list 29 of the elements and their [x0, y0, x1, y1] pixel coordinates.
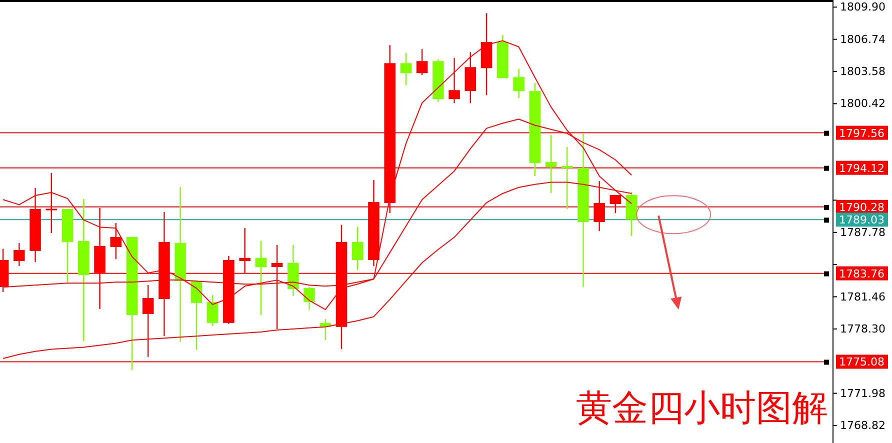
ref-line-label: 1790.28: [839, 200, 884, 214]
y-tick-label: 1778.30: [840, 322, 886, 336]
y-tick-label: 1768.82: [840, 419, 886, 432]
y-tick-label: 1781.46: [840, 290, 886, 304]
ref-line-label: 1783.76: [839, 267, 884, 280]
ref-line-label: 1789.03: [839, 214, 884, 227]
candlestick: [545, 134, 557, 194]
ref-line-label: 1794.12: [839, 162, 884, 175]
candlestick: [513, 68, 524, 99]
y-tick-label: 1787.78: [840, 226, 886, 239]
candlestick: [304, 286, 315, 310]
ref-line-label: 1775.08: [839, 356, 884, 369]
candlestick: [352, 226, 364, 271]
y-tick-label: 1800.42: [840, 97, 886, 110]
y-tick-label: 1771.98: [840, 386, 886, 400]
candlestick: [255, 240, 267, 316]
annotation: 黄金四小时图解: [576, 388, 828, 429]
candlestick: [561, 146, 573, 210]
candlestick: [110, 222, 122, 260]
y-tick-label: 1806.74: [840, 32, 886, 46]
candlestick: [416, 48, 428, 76]
y-tick-label: 1809.90: [840, 0, 886, 14]
candlestick: [464, 52, 476, 104]
ref-line-label: 1797.56: [839, 126, 884, 140]
candlestick: [206, 294, 218, 327]
candlestick: [448, 57, 460, 104]
candlestick: [14, 242, 25, 267]
y-tick-label: 1803.58: [840, 65, 886, 78]
candlestick: [400, 52, 412, 86]
